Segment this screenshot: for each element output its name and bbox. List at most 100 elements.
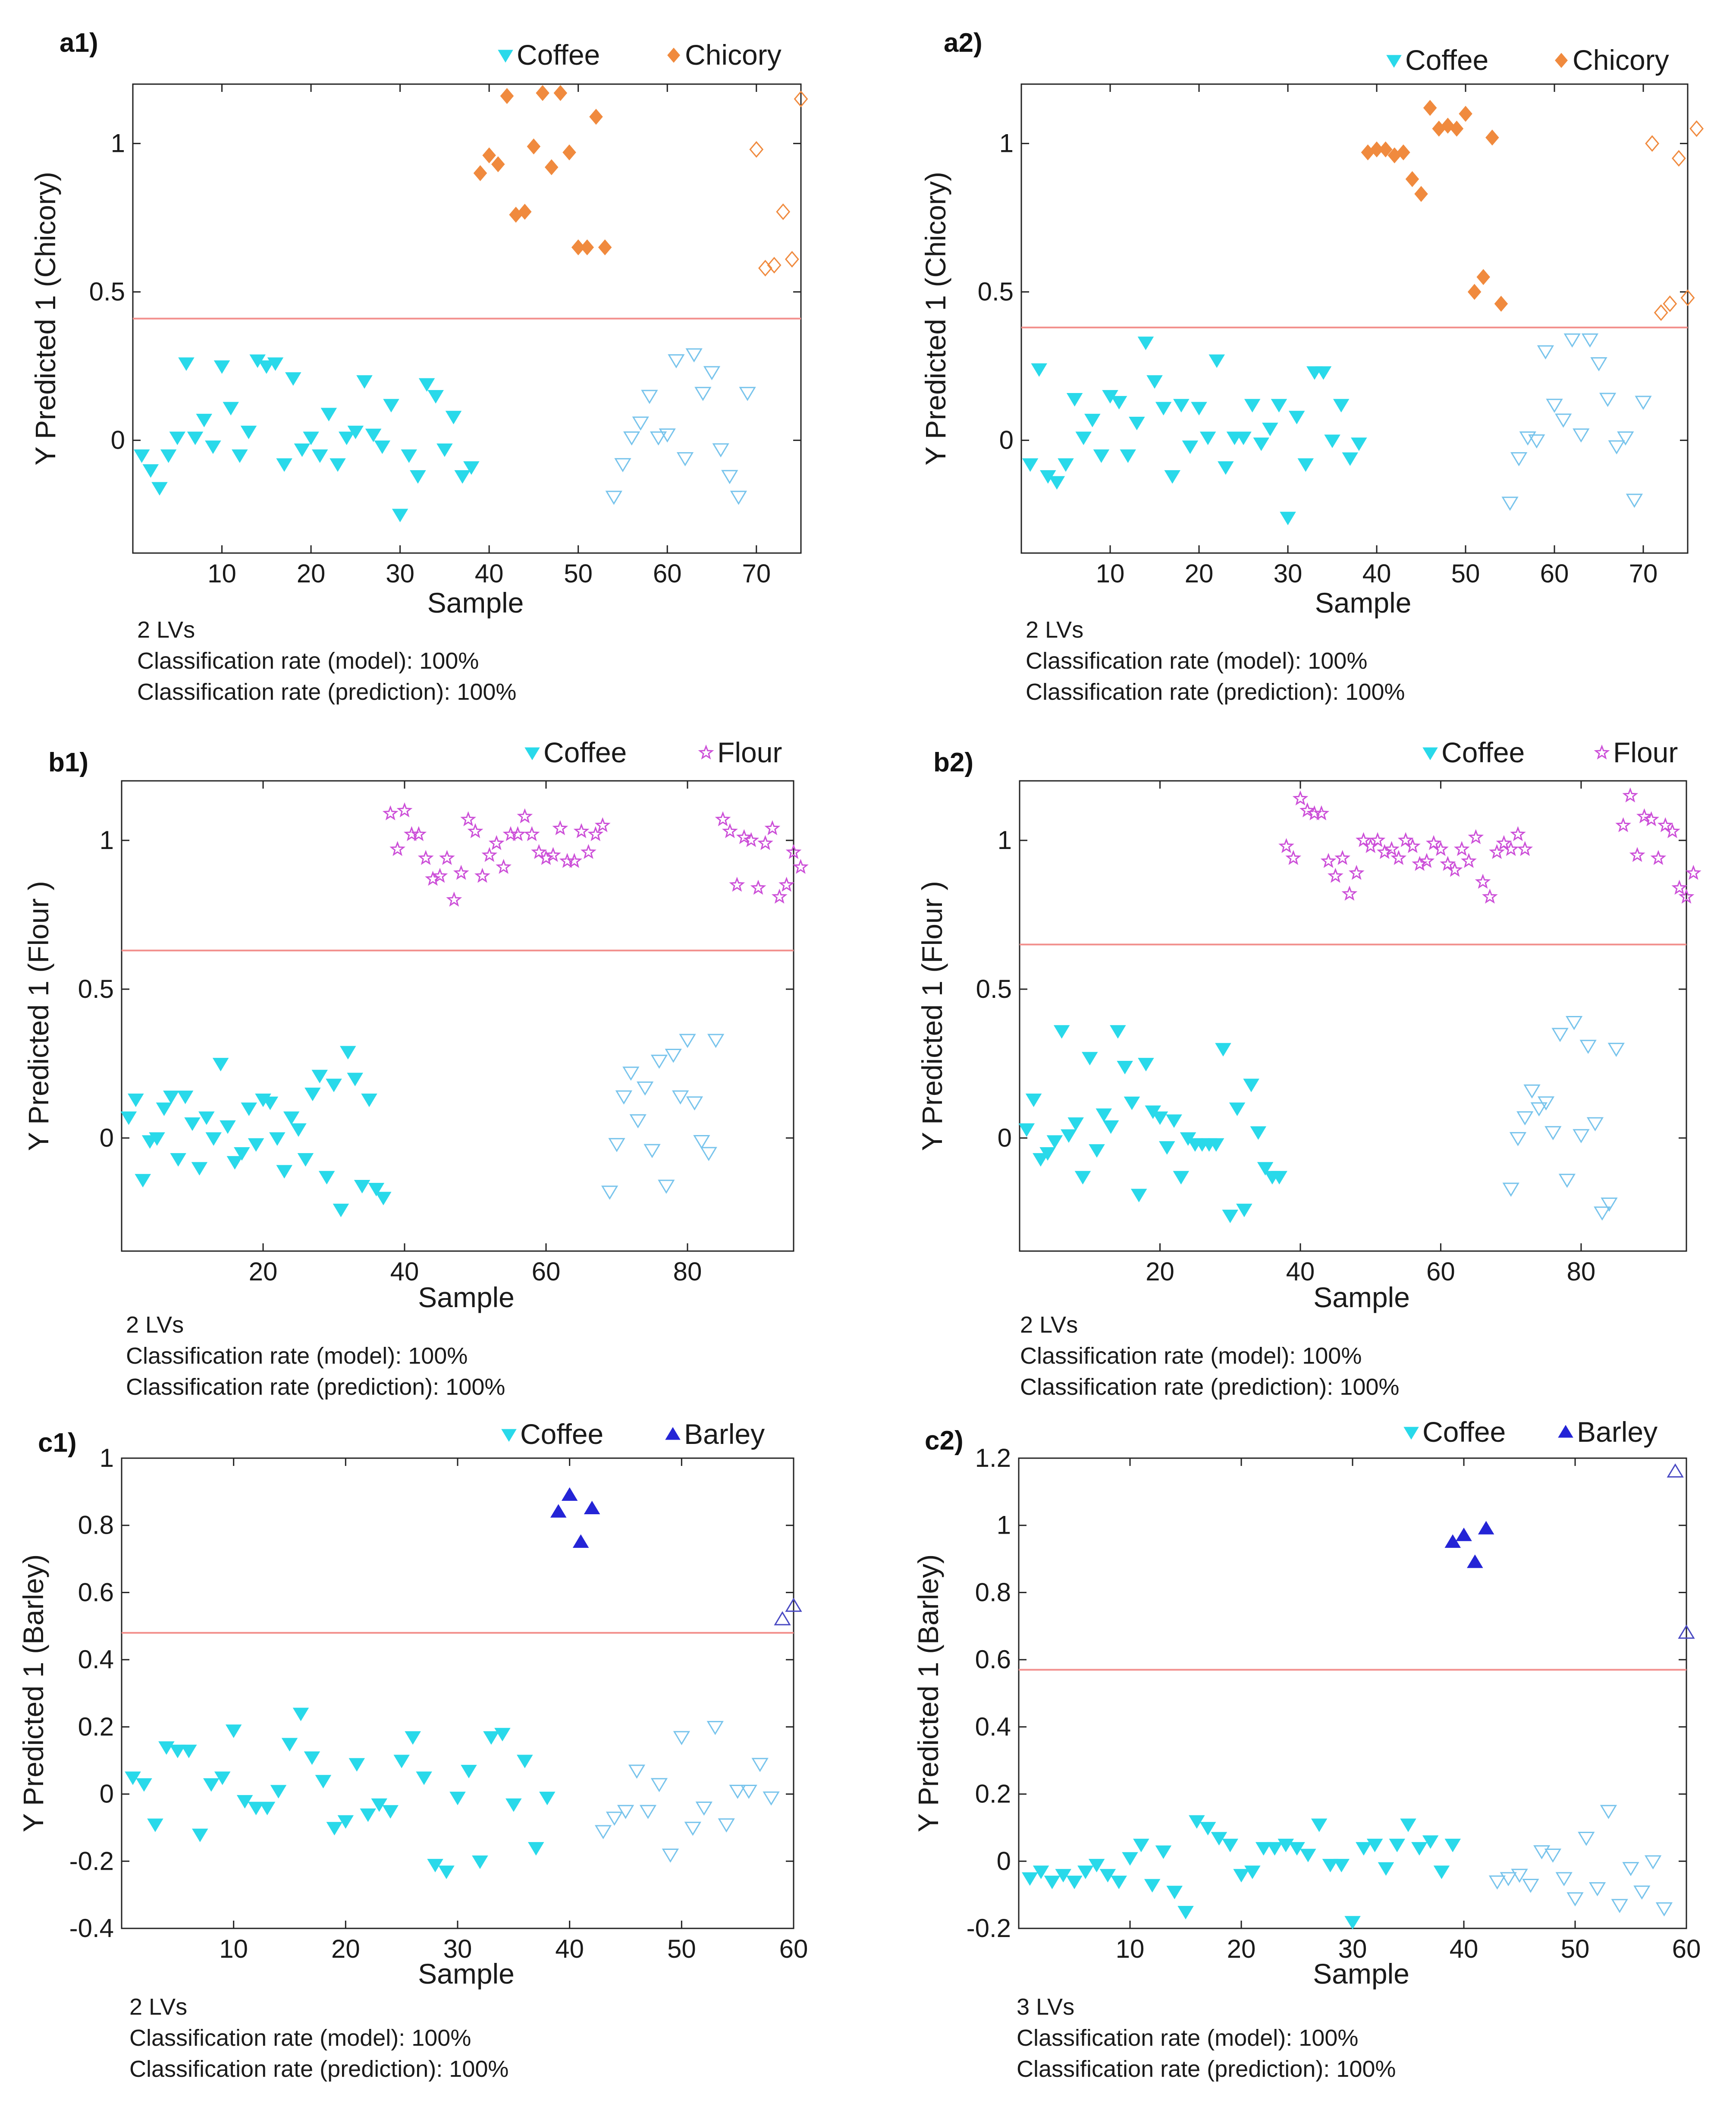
y-tick-label: 0.4 — [975, 1712, 1011, 1741]
y-tick-label: 0.2 — [975, 1780, 1011, 1808]
data-point — [1089, 1144, 1105, 1158]
data-point — [639, 1805, 657, 1819]
data-point — [1579, 1040, 1597, 1054]
data-point — [771, 888, 788, 904]
data-point — [1425, 835, 1442, 850]
data-point — [461, 1764, 477, 1779]
data-point — [1551, 1028, 1569, 1042]
panel-label: a1) — [60, 28, 98, 58]
legend-marker-adulterant — [698, 744, 714, 760]
data-point — [1130, 1189, 1147, 1203]
data-point — [1199, 431, 1216, 445]
data-point — [411, 826, 427, 841]
y-axis-label: Y Predicted 1 (Barley) — [17, 1554, 49, 1832]
data-point — [623, 431, 640, 446]
data-point — [736, 829, 752, 844]
data-point — [662, 1848, 679, 1863]
data-point — [1615, 817, 1631, 833]
data-point — [439, 850, 455, 865]
data-point — [700, 1147, 717, 1161]
legend-marker-adulterant — [1594, 744, 1610, 760]
plot-box-c1 — [121, 1457, 794, 1929]
data-point — [163, 1091, 179, 1104]
data-point — [1496, 835, 1512, 850]
data-point — [241, 1102, 257, 1116]
data-point — [1626, 494, 1643, 508]
caption-b1-rate-prediction: Classification rate (prediction): 100% — [126, 1374, 505, 1400]
data-point — [1654, 304, 1668, 321]
x-tick-label: 50 — [564, 559, 593, 588]
y-tick-label: 1.2 — [975, 1443, 1011, 1472]
data-point — [750, 880, 766, 895]
data-point — [318, 1171, 335, 1185]
data-point — [1218, 461, 1234, 475]
legend-label: Barley — [684, 1418, 765, 1450]
caption-b2-rate-model: Classification rate (model): 100% — [1020, 1343, 1362, 1369]
data-point — [371, 1798, 387, 1812]
data-point — [276, 1165, 292, 1179]
data-point — [517, 808, 533, 824]
data-point — [1671, 880, 1688, 895]
y-tick-label: 0.4 — [78, 1645, 114, 1674]
data-point — [496, 859, 512, 874]
data-point — [1334, 850, 1351, 865]
y-tick-label: 1 — [997, 1511, 1011, 1540]
data-point — [1129, 417, 1145, 431]
data-point — [1594, 1206, 1611, 1221]
data-point — [1022, 1872, 1038, 1886]
legend-marker-adulterant — [1558, 1425, 1573, 1438]
data-point — [1356, 1842, 1372, 1856]
data-point — [1324, 434, 1340, 448]
data-point — [757, 835, 773, 850]
data-point — [614, 458, 631, 472]
x-tick-label: 40 — [475, 559, 504, 588]
data-point — [605, 491, 622, 505]
data-point — [481, 847, 498, 862]
legend-marker-adulterant — [665, 1427, 681, 1440]
data-point — [1461, 853, 1477, 868]
data-point — [337, 1815, 354, 1829]
caption-c1: 2 LVs Classification rate (model): 100% … — [129, 1991, 509, 2085]
data-point — [259, 1802, 276, 1815]
data-point — [1573, 1129, 1590, 1144]
data-point — [1530, 1102, 1548, 1116]
data-point — [1510, 452, 1528, 466]
data-point — [356, 375, 373, 389]
data-point — [1546, 399, 1563, 413]
data-point — [1489, 844, 1505, 859]
x-tick-label: 30 — [443, 1934, 472, 1963]
data-point — [1555, 1872, 1573, 1887]
data-point — [1075, 431, 1092, 445]
data-point — [347, 1072, 363, 1086]
data-point — [706, 1721, 724, 1735]
data-point — [1617, 431, 1634, 446]
data-point — [1478, 1521, 1494, 1535]
y-tick-label: -0.2 — [967, 1914, 1011, 1943]
data-point — [1500, 1872, 1517, 1887]
data-point — [347, 425, 364, 440]
data-point — [1111, 1875, 1127, 1890]
data-point — [269, 1132, 286, 1146]
data-point — [170, 1153, 186, 1167]
y-tick-label: 0.8 — [78, 1511, 114, 1540]
x-tick-label: 80 — [1567, 1257, 1596, 1286]
data-point — [361, 1093, 377, 1107]
caption-a1-rate-model: Classification rate (model): 100% — [137, 648, 479, 674]
data-point — [177, 1091, 194, 1104]
data-point — [1211, 1832, 1227, 1846]
data-point — [785, 1598, 802, 1612]
data-point — [483, 1731, 499, 1745]
data-point — [615, 1090, 633, 1105]
data-point — [149, 1132, 165, 1146]
data-point — [1511, 1868, 1528, 1883]
y-tick-label: 0.5 — [978, 277, 1014, 306]
data-point — [524, 826, 540, 841]
data-point — [1333, 399, 1350, 413]
data-point — [1033, 1865, 1049, 1879]
data-point — [1066, 1875, 1083, 1890]
data-point — [1384, 841, 1400, 856]
legend-label: Coffee — [520, 1418, 603, 1450]
data-point — [212, 1058, 229, 1072]
data-point — [785, 251, 799, 268]
